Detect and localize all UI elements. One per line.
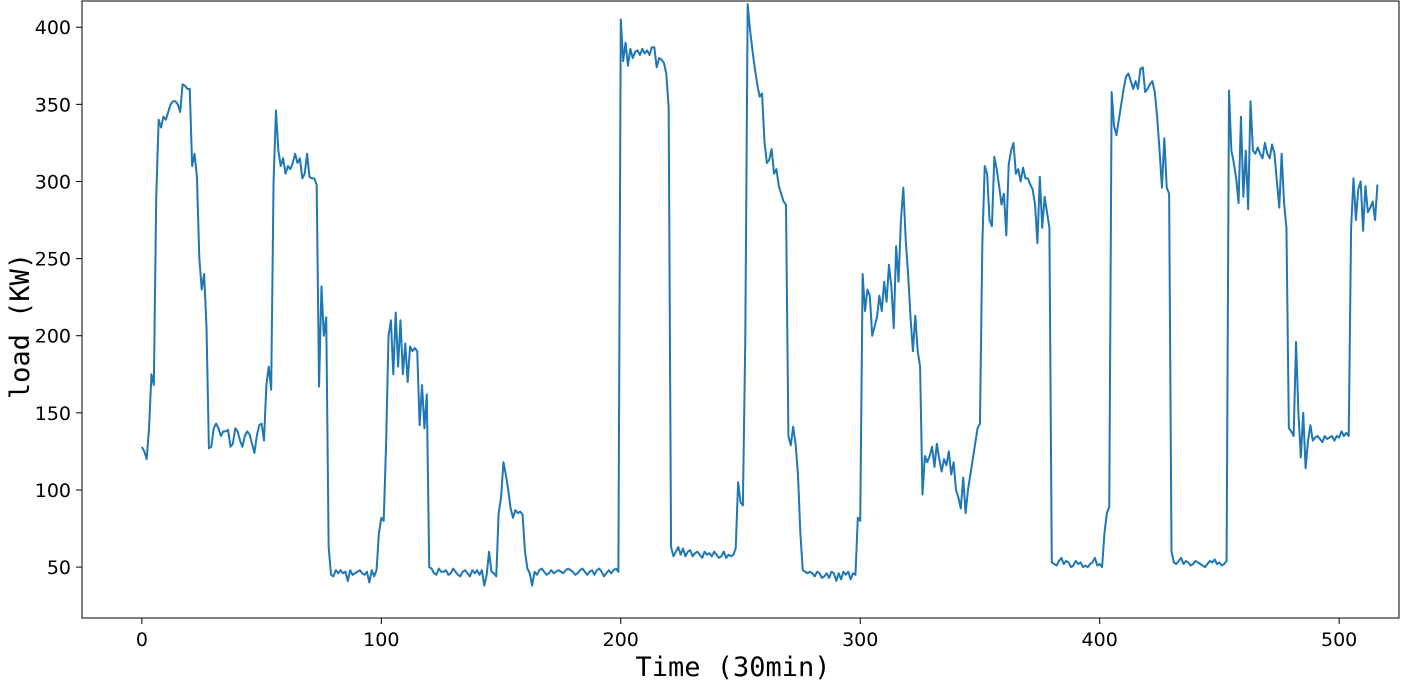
x-axis-label: Time (30min)	[635, 652, 830, 682]
y-tick-label: 150	[35, 403, 71, 425]
y-axis-ticks: 50 100 150 200 250 300 350 400	[35, 17, 82, 579]
plot-area	[81, 0, 1400, 619]
x-axis-ticks: 0 100 200 300 400 500	[136, 618, 1357, 651]
x-tick-label: 400	[1082, 629, 1118, 651]
y-tick-label: 400	[35, 17, 71, 39]
series-line-load	[140, 3, 1379, 587]
y-tick-label: 50	[47, 557, 71, 579]
y-tick-label: 200	[35, 326, 71, 348]
x-tick-label: 200	[603, 629, 639, 651]
y-tick-label: 100	[35, 480, 71, 502]
y-tick-label: 300	[35, 171, 71, 193]
x-tick-label: 300	[842, 629, 878, 651]
y-tick-label: 250	[35, 249, 71, 271]
x-tick-label: 0	[136, 629, 148, 651]
y-tick-label: 350	[35, 94, 71, 116]
x-tick-label: 100	[363, 629, 399, 651]
x-tick-label: 500	[1321, 629, 1357, 651]
y-axis-label: load (KW)	[5, 253, 36, 399]
